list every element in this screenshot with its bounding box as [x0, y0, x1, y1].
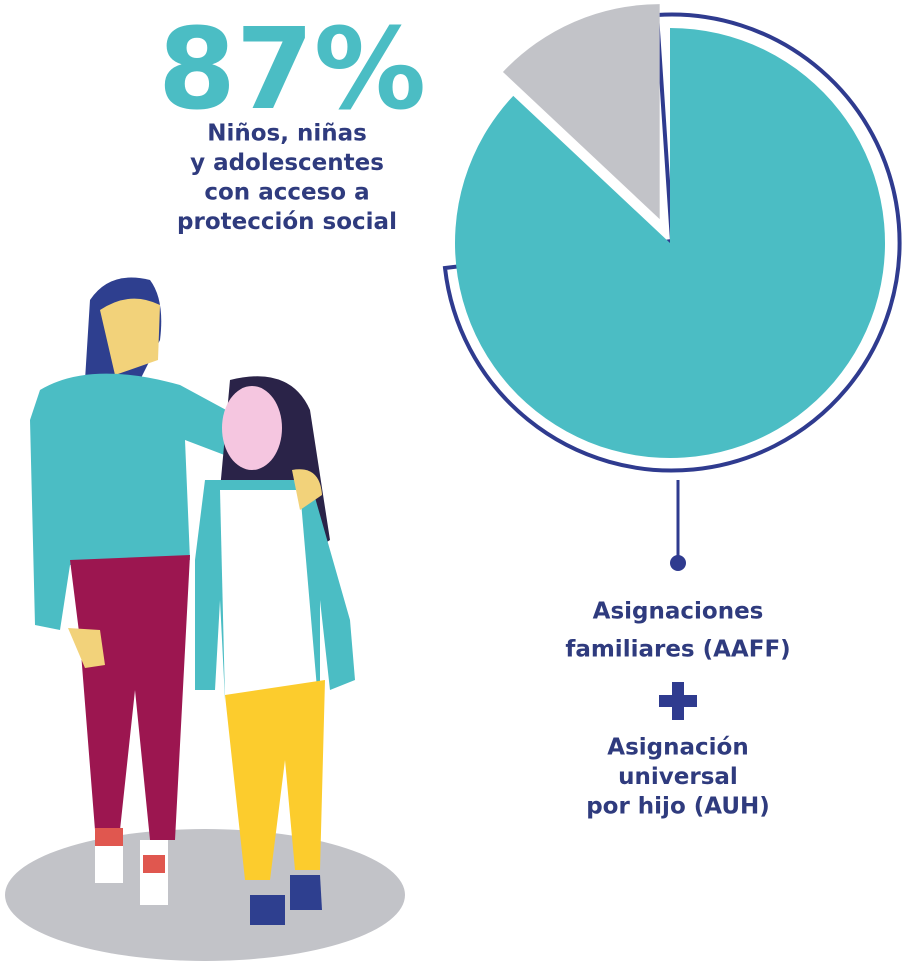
page: {"chart_data": {"type": "pie", "values":…: [0, 0, 904, 965]
plus-icon: [659, 682, 697, 720]
annotation-line: universal: [618, 764, 738, 790]
connector-dot: [670, 555, 686, 571]
headline-value: 87%: [158, 5, 426, 135]
annotation-line: por hijo (AUH): [586, 794, 770, 820]
annotation-line: con acceso a: [204, 180, 369, 206]
annotation-line: familiares (AAFF): [565, 637, 790, 663]
infographic: 87% Niños, niñas y adolescentes con acceso…: [0, 0, 904, 965]
illustration: [5, 278, 405, 962]
pie-slice: [455, 28, 885, 458]
annotation-line: protección social: [177, 209, 397, 235]
annotation-line: Asignación: [607, 735, 748, 761]
annotation-line: y adolescentes: [190, 150, 384, 176]
annotation-line: Niños, niñas: [207, 121, 367, 147]
annotation-line: Asignaciones: [593, 599, 764, 625]
